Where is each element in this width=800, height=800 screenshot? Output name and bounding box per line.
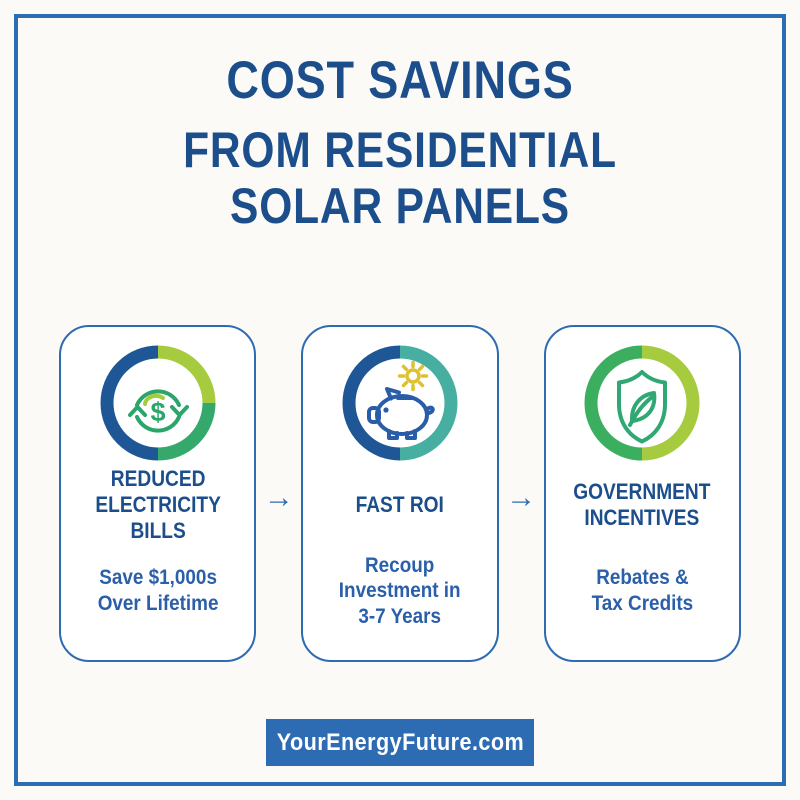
- money-cycle-ring-icon: $: [100, 345, 216, 461]
- card-subtitle: Rebates & Tax Credits: [591, 566, 694, 615]
- website-banner: YourEnergyFuture.com: [266, 719, 534, 766]
- card-subtitle: Recoup Investment in 3-7 Years: [339, 553, 461, 628]
- title-line-3: SOLAR PANELS: [230, 178, 570, 234]
- shield-leaf-icon: [584, 345, 700, 461]
- website-url: YourEnergyFuture.com: [276, 728, 524, 756]
- benefits-cards-row: $ REDUCED ELECTRICITY BILLS Save $1,000s…: [59, 325, 741, 662]
- card-heading: GOVERNMENT INCENTIVES: [573, 479, 711, 530]
- shield-icon: [617, 370, 668, 444]
- card-government-incentives: GOVERNMENT INCENTIVES Rebates & Tax Cred…: [543, 325, 741, 662]
- right-arrow-icon: →: [263, 481, 294, 514]
- dollar-cycle-icon: $: [127, 389, 189, 433]
- card-subtitle: Save $1,000s Over Lifetime: [97, 566, 219, 615]
- card-heading: REDUCED ELECTRICITY BILLS: [94, 466, 221, 543]
- card-reduced-electricity-bills: $ REDUCED ELECTRICITY BILLS Save $1,000s…: [59, 325, 257, 662]
- sun-icon: [397, 360, 429, 392]
- title-line-1: COST SAVINGS: [226, 51, 574, 110]
- dollar-sign: $: [150, 397, 165, 427]
- piggy-bank-ring-icon: [342, 345, 458, 461]
- card-fast-roi: FAST ROI Recoup Investment in 3-7 Years: [301, 325, 499, 662]
- piggy-bank-icon: [366, 387, 435, 440]
- leaf-icon: [630, 391, 657, 423]
- shield-leaf-ring-icon: [584, 345, 700, 461]
- arrow-cell-1: →: [256, 325, 301, 513]
- money-cycle-icon: $: [100, 345, 216, 461]
- title-line-2: FROM RESIDENTIAL: [183, 122, 617, 178]
- right-arrow-icon: →: [506, 481, 537, 514]
- piggy-bank-sun-icon: [342, 345, 458, 461]
- card-heading: FAST ROI: [355, 492, 445, 518]
- page-title: COST SAVINGS FROM RESIDENTIAL SOLAR PANE…: [0, 54, 800, 234]
- arrow-cell-2: →: [499, 325, 544, 513]
